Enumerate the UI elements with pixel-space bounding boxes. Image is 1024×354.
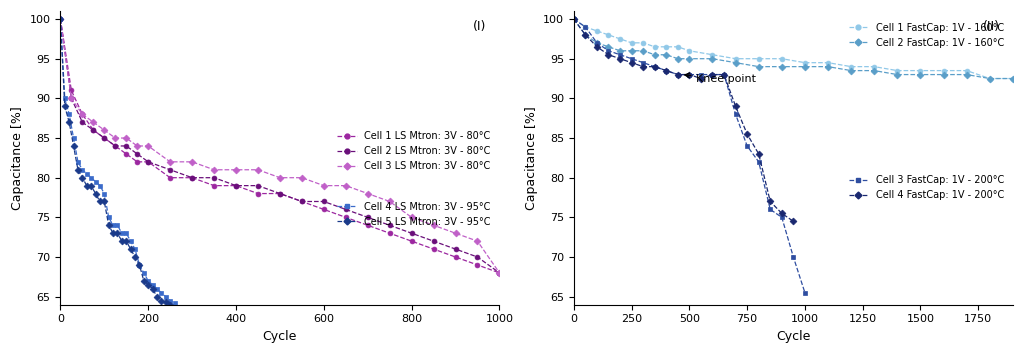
X-axis label: Cycle: Cycle bbox=[776, 330, 811, 343]
Text: Knee point: Knee point bbox=[685, 73, 757, 84]
Y-axis label: Capacitance [%]: Capacitance [%] bbox=[524, 106, 538, 210]
Legend: Cell 3 FastCap: 1V - 200°C, Cell 4 FastCap: 1V - 200°C: Cell 3 FastCap: 1V - 200°C, Cell 4 FastC… bbox=[845, 172, 1008, 204]
Legend: Cell 4 LS Mtron: 3V - 95°C, Cell 5 LS Mtron: 3V - 95°C: Cell 4 LS Mtron: 3V - 95°C, Cell 5 LS Mt… bbox=[333, 198, 495, 230]
Text: (I): (I) bbox=[473, 20, 486, 33]
X-axis label: Cycle: Cycle bbox=[263, 330, 297, 343]
Y-axis label: Capacitance [%]: Capacitance [%] bbox=[11, 106, 25, 210]
Text: (II): (II) bbox=[983, 20, 999, 33]
